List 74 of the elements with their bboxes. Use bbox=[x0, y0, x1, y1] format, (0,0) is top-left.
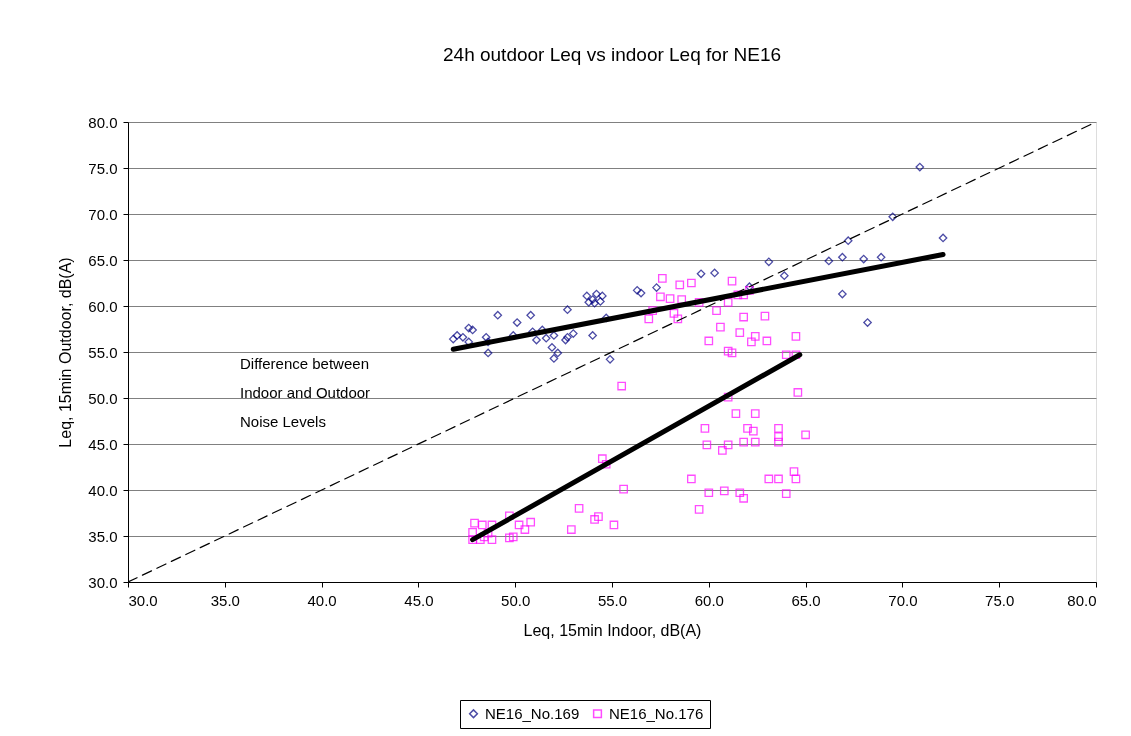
x-tick-label: 75.0 bbox=[985, 591, 1015, 609]
point bbox=[549, 354, 559, 363]
point bbox=[452, 331, 462, 340]
x-tick-label: 40.0 bbox=[307, 591, 337, 609]
point bbox=[541, 333, 551, 343]
annotation: Difference between Indoor and Outdoor Noise Levels bbox=[240, 355, 371, 430]
chart-title: 24h outdoor Leq vs indoor Leq for NE16 bbox=[442, 44, 782, 65]
x-tick-label: 50.0 bbox=[501, 591, 531, 609]
point bbox=[592, 289, 601, 299]
point bbox=[512, 318, 522, 327]
point bbox=[483, 348, 493, 358]
point bbox=[779, 271, 789, 280]
point bbox=[938, 233, 948, 243]
x-tick-label: 70.0 bbox=[888, 591, 918, 609]
y-tick-label: 80.0 bbox=[88, 113, 118, 131]
point bbox=[563, 332, 572, 342]
point bbox=[468, 325, 477, 335]
point bbox=[547, 343, 557, 352]
y-tick-label: 55.0 bbox=[88, 343, 118, 361]
y-tick-label: 40.0 bbox=[88, 481, 118, 499]
point bbox=[838, 289, 847, 299]
point bbox=[588, 331, 597, 340]
point bbox=[568, 329, 578, 338]
point bbox=[876, 252, 886, 262]
y-axis-title: Leq, 15min Outdoor, dB(A) bbox=[57, 257, 75, 448]
legend-label: NE16_No.169 bbox=[485, 704, 580, 722]
point bbox=[597, 291, 607, 301]
x-tick-label: 30.0 bbox=[128, 591, 158, 609]
point bbox=[526, 310, 536, 320]
point bbox=[448, 334, 458, 344]
point bbox=[888, 212, 898, 222]
x-tick-label: 80.0 bbox=[1067, 591, 1097, 609]
x-tick-label: 35.0 bbox=[210, 591, 240, 609]
point bbox=[696, 269, 706, 279]
point bbox=[863, 318, 872, 327]
y-tick-label: 70.0 bbox=[88, 205, 118, 223]
point bbox=[636, 288, 646, 298]
point bbox=[584, 297, 594, 307]
point bbox=[596, 297, 605, 306]
point bbox=[553, 348, 563, 358]
y-tick-label: 60.0 bbox=[88, 297, 118, 315]
x-axis-title: Leq, 15min Indoor, dB(A) bbox=[523, 621, 702, 639]
point bbox=[859, 254, 869, 264]
point bbox=[549, 331, 559, 340]
y-tick-label: 30.0 bbox=[88, 573, 118, 591]
x-tick-label: 45.0 bbox=[404, 591, 434, 609]
point bbox=[710, 268, 719, 278]
point bbox=[590, 298, 599, 308]
point bbox=[563, 305, 572, 315]
x-tick-label: 65.0 bbox=[791, 591, 821, 609]
point bbox=[458, 332, 468, 342]
x-tick-label: 55.0 bbox=[597, 591, 628, 609]
point bbox=[532, 335, 541, 345]
point bbox=[652, 283, 661, 292]
point bbox=[588, 295, 597, 304]
y-tick-label: 50.0 bbox=[88, 389, 118, 407]
point bbox=[838, 252, 847, 262]
point bbox=[605, 355, 615, 364]
point bbox=[464, 323, 474, 333]
point bbox=[481, 332, 491, 342]
y-tick-label: 65.0 bbox=[88, 251, 118, 269]
y-tick-label: 35.0 bbox=[88, 527, 118, 545]
x-tick-label: 60.0 bbox=[694, 591, 724, 609]
point bbox=[493, 310, 503, 320]
point bbox=[843, 236, 853, 246]
point bbox=[632, 286, 642, 295]
y-tick-label: 75.0 bbox=[88, 159, 118, 177]
point bbox=[824, 256, 834, 266]
y-tick-label: 45.0 bbox=[88, 435, 118, 453]
point bbox=[764, 257, 774, 267]
point bbox=[915, 162, 925, 172]
legend-label: NE16_No.176 bbox=[609, 704, 704, 722]
point bbox=[582, 291, 592, 301]
point bbox=[561, 335, 570, 345]
